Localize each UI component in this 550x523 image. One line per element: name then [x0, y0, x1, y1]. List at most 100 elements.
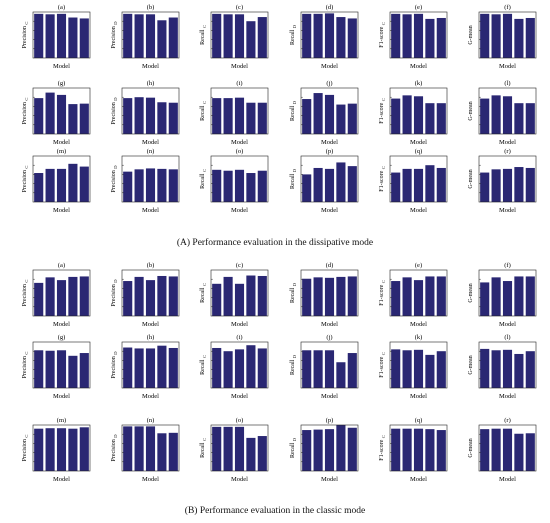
axes-frame: [210, 424, 269, 472]
panel-title: (g): [58, 80, 66, 87]
panel-title: (l): [504, 334, 510, 341]
bar: [168, 17, 178, 58]
bar: [391, 172, 401, 202]
bar: [56, 280, 67, 316]
bar: [425, 354, 435, 388]
bar: [502, 96, 513, 134]
bar: [436, 17, 446, 58]
bar: [336, 17, 346, 59]
bar: [168, 432, 178, 471]
bar-chart: (l) Model G-mean: [468, 80, 537, 146]
bar: [257, 17, 267, 59]
y-axis-label: RecallC: [200, 169, 207, 189]
panel-title: (m): [57, 148, 66, 155]
panel-A-g: (g) Model PrecisionC: [5, 77, 95, 153]
bar-chart: (q) Model F1-scoreC: [379, 148, 448, 214]
bar: [391, 281, 401, 316]
bar: [480, 429, 490, 471]
bar: [502, 281, 513, 316]
bar: [134, 426, 144, 471]
bar-chart: (h) Model PrecisionD: [111, 80, 180, 146]
bar: [402, 14, 412, 59]
y-axis-label: F1-scoreC: [379, 166, 386, 192]
bar: [336, 276, 346, 316]
bar: [313, 350, 323, 388]
bar: [68, 104, 78, 134]
bar: [391, 98, 401, 134]
y-axis-label: G-mean: [468, 355, 474, 374]
bar: [45, 350, 55, 388]
y-axis-label: PrecisionD: [111, 165, 118, 193]
panel-title: (a): [58, 262, 65, 269]
axes-frame: [478, 424, 537, 472]
bar: [234, 426, 245, 471]
bar-chart: (d) Model RecallD: [290, 262, 359, 328]
bar: [391, 428, 401, 471]
y-axis-label: RecallD: [290, 354, 297, 375]
y-axis-label: F1-scoreC: [379, 435, 386, 461]
bar: [68, 17, 78, 58]
x-axis-label: Model: [231, 393, 248, 400]
bar-chart: (n) Model PrecisionD: [111, 417, 180, 483]
bar: [145, 14, 156, 59]
bar: [157, 275, 167, 316]
y-axis-label: RecallC: [200, 25, 207, 45]
bar: [234, 97, 245, 134]
y-axis-label: F1-scoreC: [379, 280, 386, 306]
bar-chart: (j) Model RecallD: [290, 80, 359, 146]
axes-frame: [389, 155, 448, 203]
panel-B-o: (o) Model RecallC: [183, 414, 273, 490]
bar: [436, 167, 446, 202]
bar: [34, 173, 44, 202]
panel-B-p: (p) Model RecallD: [273, 414, 363, 490]
panel-B-b: (b) Model PrecisionD: [94, 259, 184, 335]
bar: [145, 280, 156, 316]
y-axis-label: PrecisionC: [22, 98, 29, 125]
x-axis-label: Model: [231, 63, 248, 70]
bar: [234, 283, 245, 316]
panel-B-g: (g) Model PrecisionC: [5, 331, 95, 407]
bar-chart: (o) Model RecallC: [200, 148, 269, 214]
bar: [257, 102, 267, 134]
bar: [347, 103, 357, 134]
y-axis-label: G-mean: [468, 25, 474, 44]
bar: [313, 13, 323, 58]
axes-frame: [210, 11, 269, 59]
axes-frame: [32, 424, 91, 472]
axes-frame: [32, 11, 91, 59]
panel-A-i: (i) Model RecallC: [183, 77, 273, 153]
bar: [436, 276, 446, 316]
bar: [347, 276, 357, 316]
bar: [502, 428, 513, 471]
panel-B-a: (a) Model PrecisionC: [5, 259, 95, 335]
bar: [145, 426, 156, 471]
bar: [324, 350, 335, 388]
axes-frame: [121, 269, 180, 317]
bar: [68, 276, 78, 316]
bar: [168, 102, 178, 134]
panel-B-m: (m) Model PrecisionC: [5, 414, 95, 490]
axes-frame: [32, 155, 91, 203]
panel-title: (d): [326, 4, 334, 11]
bar: [413, 13, 424, 58]
bar: [45, 14, 55, 59]
panel-A-j: (j) Model RecallD: [273, 77, 363, 153]
axes-frame: [389, 11, 448, 59]
x-axis-label: Model: [499, 207, 516, 214]
bar: [302, 350, 312, 388]
axes-frame: [121, 155, 180, 203]
panel-title: (j): [326, 334, 332, 341]
panel-title: (i): [236, 80, 242, 87]
bar: [157, 20, 167, 59]
y-axis-label: PrecisionC: [22, 435, 29, 462]
bar: [313, 167, 323, 202]
axes-frame: [300, 341, 359, 389]
bar: [34, 282, 44, 316]
axes-frame: [32, 341, 91, 389]
bar: [413, 168, 424, 202]
bar: [336, 162, 346, 202]
y-axis-label: RecallC: [200, 355, 207, 375]
panel-A-b: (b) Model PrecisionD: [94, 1, 184, 77]
panel-title: (d): [326, 262, 334, 269]
